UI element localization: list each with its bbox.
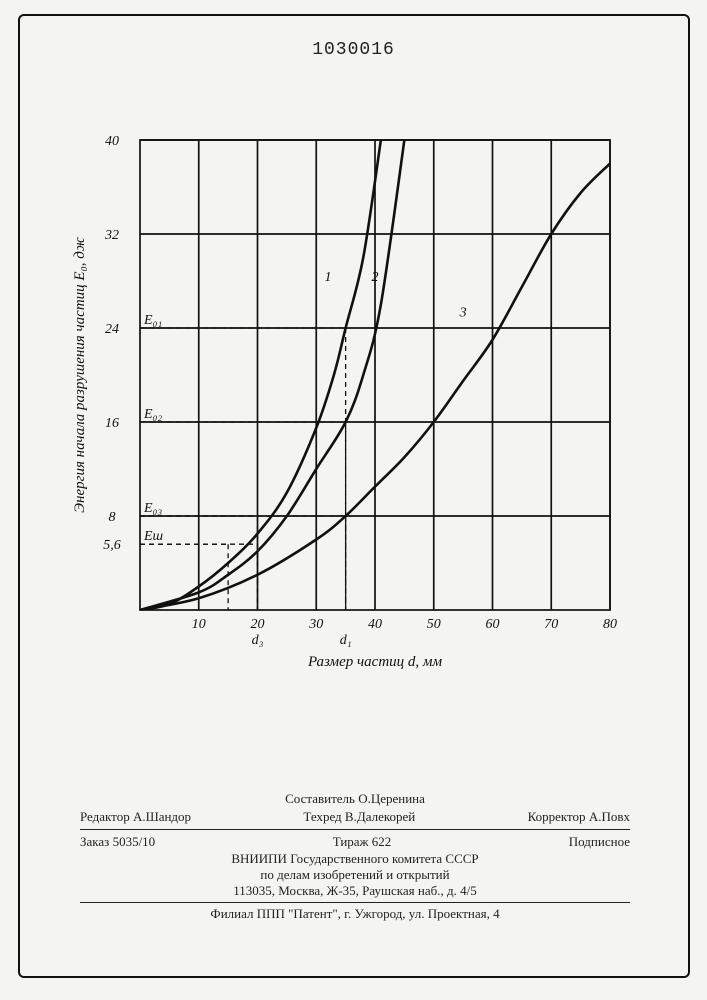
order-num: 5035/10	[113, 834, 156, 849]
svg-text:30: 30	[308, 617, 323, 632]
curve-2	[140, 140, 404, 610]
org-addr: 113035, Москва, Ж-35, Раушская наб., д. …	[80, 883, 630, 899]
corrector-name: А.Повх	[589, 809, 630, 824]
svg-text:16: 16	[105, 416, 119, 431]
svg-text:20: 20	[251, 617, 265, 632]
svg-text:70: 70	[544, 617, 558, 632]
curve-1	[140, 140, 381, 610]
svg-text:50: 50	[427, 617, 441, 632]
org-line-1: ВНИИПИ Государственного комитета СССР	[80, 851, 630, 867]
svg-text:5,6: 5,6	[103, 538, 121, 553]
techred-name: В.Далекорей	[345, 809, 415, 824]
svg-text:E₀₁: E₀₁	[143, 313, 162, 328]
svg-text:d₁: d₁	[340, 633, 352, 648]
tirag-label: Тираж	[333, 834, 369, 849]
svg-text:60: 60	[486, 617, 500, 632]
svg-text:1: 1	[325, 270, 332, 285]
page: 1030016 10203040506070808162432405,6d₃d₁…	[0, 0, 707, 1000]
publication-footer: Составитель О.Церенина Редактор А.Шандор…	[80, 790, 630, 922]
chart: 10203040506070808162432405,6d₃d₁E₀₁E₀₂E₀…	[60, 120, 620, 680]
svg-text:Eш: Eш	[143, 529, 164, 544]
svg-text:d₃: d₃	[252, 633, 264, 648]
techred-label: Техред	[303, 809, 341, 824]
org-branch: Филиал ППП "Патент", г. Ужгород, ул. Про…	[80, 906, 630, 922]
svg-text:32: 32	[104, 228, 119, 243]
subscription: Подписное	[569, 834, 630, 850]
svg-text:Энергия начала разрушения част: Энергия начала разрушения частиц E₀, дж	[72, 237, 88, 513]
editor-name: А.Шандор	[133, 809, 191, 824]
svg-text:Размер частиц d, мм: Размер частиц d, мм	[307, 654, 443, 670]
compiler-label: Составитель	[285, 791, 355, 806]
editor-label: Редактор	[80, 809, 130, 824]
document-number: 1030016	[0, 40, 707, 60]
svg-text:2: 2	[372, 270, 379, 285]
tirag-num: 622	[372, 834, 392, 849]
svg-text:8: 8	[109, 510, 116, 525]
compiler-name: О.Церенина	[358, 791, 425, 806]
svg-text:10: 10	[192, 617, 206, 632]
svg-text:E₀₃: E₀₃	[143, 501, 162, 516]
order-label: Заказ	[80, 834, 109, 849]
svg-text:24: 24	[105, 322, 119, 337]
svg-text:E₀₂: E₀₂	[143, 407, 162, 422]
corrector-label: Корректор	[528, 809, 586, 824]
org-line-2: по делам изобретений и открытий	[80, 867, 630, 883]
svg-text:3: 3	[459, 305, 467, 320]
svg-text:80: 80	[603, 617, 617, 632]
svg-text:40: 40	[368, 617, 382, 632]
svg-text:40: 40	[105, 134, 119, 149]
